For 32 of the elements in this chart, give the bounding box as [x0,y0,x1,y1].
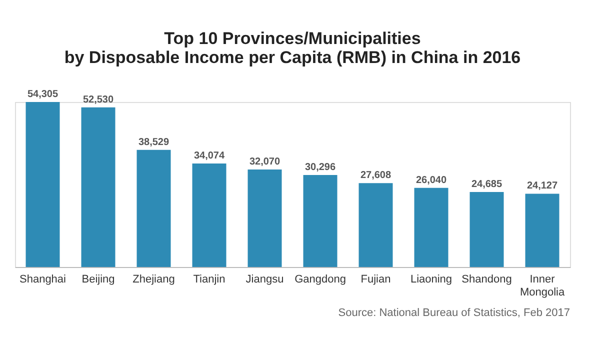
x-tick-label: Gangdong [294,274,346,286]
data-label: 54,305 [27,89,58,100]
x-tick-label: Liaoning [410,274,452,286]
x-tick-label: Jiangsu [246,274,284,286]
bar [470,192,504,267]
data-label: 34,074 [194,150,225,162]
x-tick-label: Shandong [462,274,512,286]
data-label: 26,040 [416,174,447,186]
bar [192,163,226,267]
bar [358,183,393,267]
bar [81,107,116,267]
x-tick-label: Shanghai [20,274,66,286]
bar [248,170,282,267]
x-tick-label: Inner Mongolia [520,274,566,298]
x-tick-label: Beijing [82,274,115,286]
bar [525,194,560,267]
x-tick-label: Tianjin [193,274,226,286]
data-label: 24,685 [471,178,502,190]
data-label: 30,296 [304,162,336,173]
data-label: 24,127 [526,180,558,192]
data-label: 32,070 [249,156,280,168]
source-note: Source: National Bureau of Statistics, Feb 2017 [338,307,570,319]
x-tick-label: Fujian [360,274,391,286]
bar [136,150,171,267]
chart-title: Top 10 Provinces/Municipalities by Disposable Income per Capita (RMB) in China in 2016 [64,29,521,67]
data-label: 27,608 [360,170,392,182]
bar [414,188,448,267]
bar [26,102,60,267]
x-tick-label: Zhejiang [132,274,175,286]
data-label: 52,530 [82,94,114,106]
data-label: 38,529 [138,136,170,148]
bar [303,174,338,267]
